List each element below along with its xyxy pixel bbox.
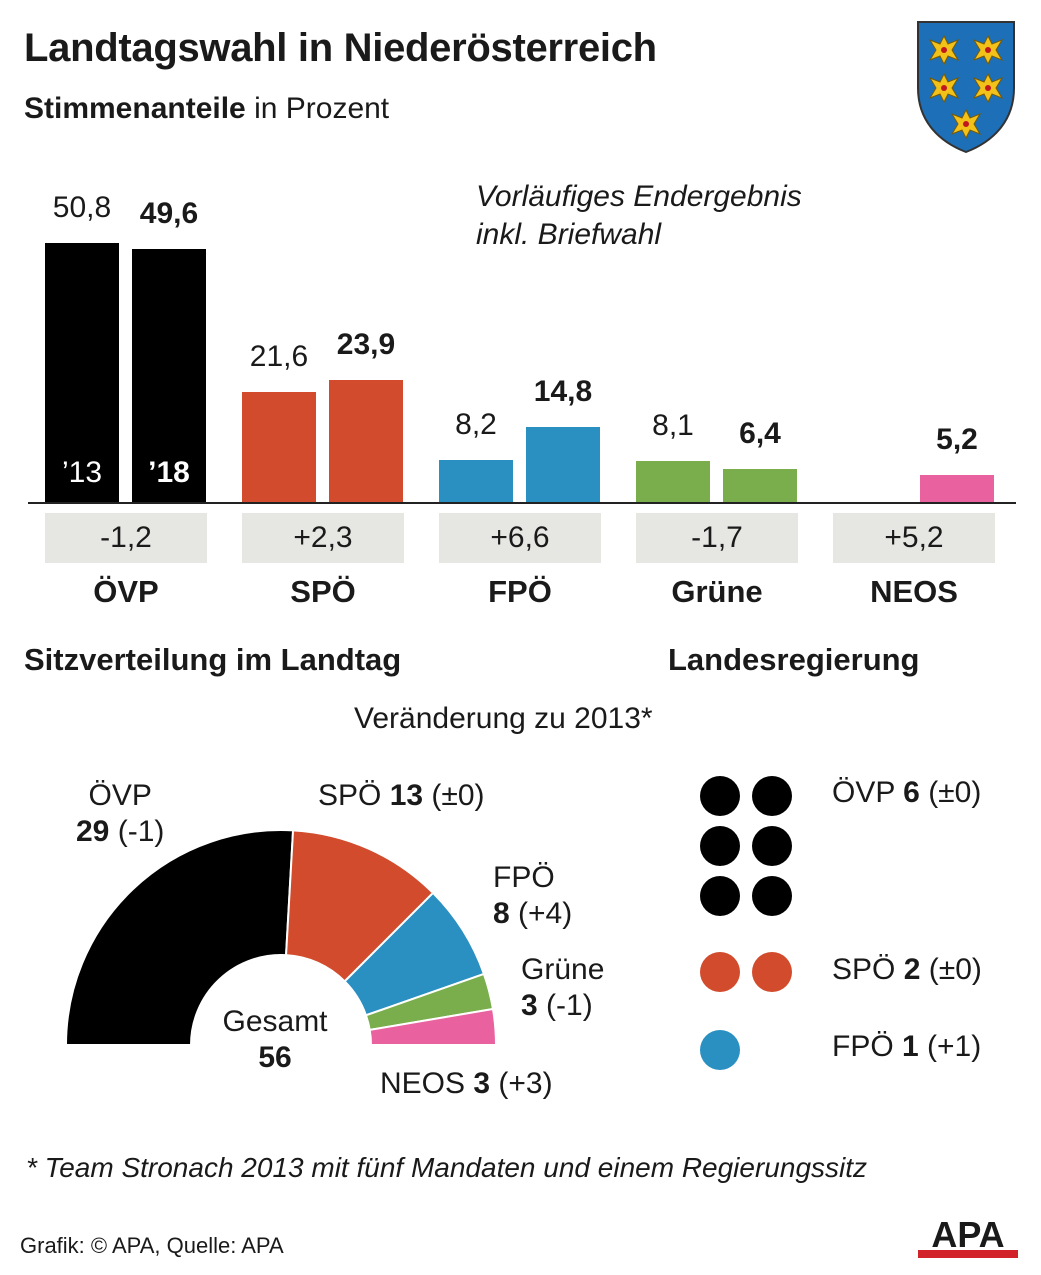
gov-label-ovp-change: (±0) xyxy=(928,776,982,809)
party-label-ovp: ÖVP xyxy=(93,574,159,609)
gov-label-spo-party: SPÖ xyxy=(832,953,896,986)
gov-label-fpo-seats: 1 xyxy=(902,1030,919,1063)
value-grune-2013: 8,1 xyxy=(652,408,694,442)
gov-seat-spo xyxy=(752,952,792,992)
bar-grune-2018 xyxy=(723,469,797,502)
slice-neos xyxy=(368,1007,498,1046)
gov-label-ovp-seats: 6 xyxy=(903,776,920,809)
party-label-grune: Grüne xyxy=(671,574,763,609)
seat-label-grune-change: (-1) xyxy=(546,989,593,1022)
seat-label-grune-party: Grüne xyxy=(521,953,605,986)
note-line-1: Vorläufiges Endergebnis xyxy=(476,180,802,213)
seat-label-fpo-party: FPÖ xyxy=(493,861,555,894)
chart-baseline xyxy=(28,502,1016,504)
seat-label-neos-seats: 3 xyxy=(473,1067,491,1100)
note-line-2: inkl. Briefwahl xyxy=(476,218,662,251)
gov-label-spo-seats: 2 xyxy=(903,953,921,986)
footnote: * Team Stronach 2013 mit fünf Mandaten u… xyxy=(26,1152,868,1183)
gov-label-fpo: FPÖ 1 (+1) xyxy=(832,1030,981,1064)
seat-label-grune-seats: 3 xyxy=(521,989,538,1022)
gov-label-fpo-change: (+1) xyxy=(927,1030,982,1063)
source-credit: Grafik: © APA, Quelle: APA xyxy=(20,1233,284,1258)
value-ovp-2013: 50,8 xyxy=(52,191,112,224)
value-fpo-2013: 8,2 xyxy=(455,408,497,442)
chart-subtitle: Stimmenanteile in Prozent xyxy=(24,92,389,126)
seat-distribution-heading: Sitzverteilung im Landtag xyxy=(24,642,402,677)
total-value: 56 xyxy=(258,1041,292,1074)
value-spo-2013: 21,6 xyxy=(249,339,309,373)
value-ovp-2018: 49,6 xyxy=(139,197,199,231)
coat-of-arms-icon xyxy=(917,21,1015,154)
gov-seat-ovp xyxy=(700,876,740,916)
value-neos-2018: 5,2 xyxy=(936,423,978,457)
bar-spo-2013 xyxy=(242,391,316,502)
change-spo: +2,3 xyxy=(242,513,404,563)
bar-neos-2018 xyxy=(920,475,994,502)
year-label-2018: ’18 xyxy=(148,456,190,489)
value-fpo-2018: 14,8 xyxy=(533,374,593,408)
bar-grune-2013 xyxy=(636,460,710,502)
gov-seat-fpo xyxy=(700,1030,740,1070)
bar-fpo-2013 xyxy=(439,460,513,502)
seat-label-ovp-party: ÖVP xyxy=(88,779,152,812)
value-spo-2018: 23,9 xyxy=(336,328,396,362)
total-seats: Gesamt 56 xyxy=(200,1004,350,1076)
gov-seat-ovp xyxy=(700,826,740,866)
seat-label-neos-party: NEOS xyxy=(380,1067,466,1100)
seat-label-ovp: ÖVP 29 (-1) xyxy=(76,778,164,850)
seat-label-ovp-seats: 29 xyxy=(76,815,110,848)
state-government-heading: Landesregierung xyxy=(668,642,920,677)
change-note: Veränderung zu 2013* xyxy=(354,702,653,735)
apa-logo-bar xyxy=(918,1250,1018,1258)
seat-semicircle-chart xyxy=(64,829,498,1046)
gov-seat-spo xyxy=(700,952,740,992)
seat-label-spo: SPÖ 13 (±0) xyxy=(318,778,485,814)
gov-label-spo-change: (±0) xyxy=(928,953,982,986)
subtitle-rest: in Prozent xyxy=(245,92,390,125)
total-label: Gesamt xyxy=(222,1005,328,1038)
seat-label-spo-change: (±0) xyxy=(431,779,485,812)
gov-label-fpo-party: FPÖ xyxy=(832,1030,894,1063)
seat-label-fpo: FPÖ 8 (+4) xyxy=(493,860,572,932)
seat-label-neos-change: (+3) xyxy=(498,1067,553,1100)
subtitle-bold: Stimmenanteile xyxy=(24,92,246,125)
gov-seat-ovp xyxy=(700,776,740,816)
change-ovp: -1,2 xyxy=(45,513,207,563)
gov-label-ovp: ÖVP 6 (±0) xyxy=(832,776,981,810)
chart-title: Landtagswahl in Niederösterreich xyxy=(24,26,657,70)
bar-ovp-2013 xyxy=(45,243,119,502)
preliminary-result-note: Vorläufiges Endergebnis inkl. Briefwahl xyxy=(476,178,802,254)
party-label-neos: NEOS xyxy=(870,574,958,609)
seat-label-fpo-change: (+4) xyxy=(518,897,573,930)
bar-fpo-2018 xyxy=(526,426,600,502)
apa-logo: APA xyxy=(918,1214,1018,1258)
change-neos: +5,2 xyxy=(833,513,995,563)
gov-seat-ovp xyxy=(752,826,792,866)
gov-seat-ovp xyxy=(752,776,792,816)
seat-label-spo-seats: 13 xyxy=(389,779,424,812)
party-label-fpo: FPÖ xyxy=(488,574,552,609)
gov-label-spo: SPÖ 2 (±0) xyxy=(832,953,982,987)
apa-logo-text: APA xyxy=(931,1214,1004,1255)
party-label-spo: SPÖ xyxy=(290,574,356,609)
seat-label-neos: NEOS 3 (+3) xyxy=(380,1066,553,1102)
slice-ovp xyxy=(64,829,295,1046)
seat-label-fpo-seats: 8 xyxy=(493,897,510,930)
bar-spo-2018 xyxy=(329,380,403,502)
bar-ovp-2018 xyxy=(132,249,206,502)
year-label-2013: ’13 xyxy=(61,456,103,489)
seat-label-grune: Grüne 3 (-1) xyxy=(521,952,604,1024)
seat-label-ovp-change: (-1) xyxy=(117,815,165,848)
gov-label-ovp-party: ÖVP xyxy=(832,776,895,809)
change-fpo: +6,6 xyxy=(439,513,601,563)
seat-label-spo-party: SPÖ xyxy=(318,779,382,812)
gov-seat-ovp xyxy=(752,876,792,916)
value-grune-2018: 6,4 xyxy=(739,417,781,451)
change-grune: -1,7 xyxy=(636,513,798,563)
